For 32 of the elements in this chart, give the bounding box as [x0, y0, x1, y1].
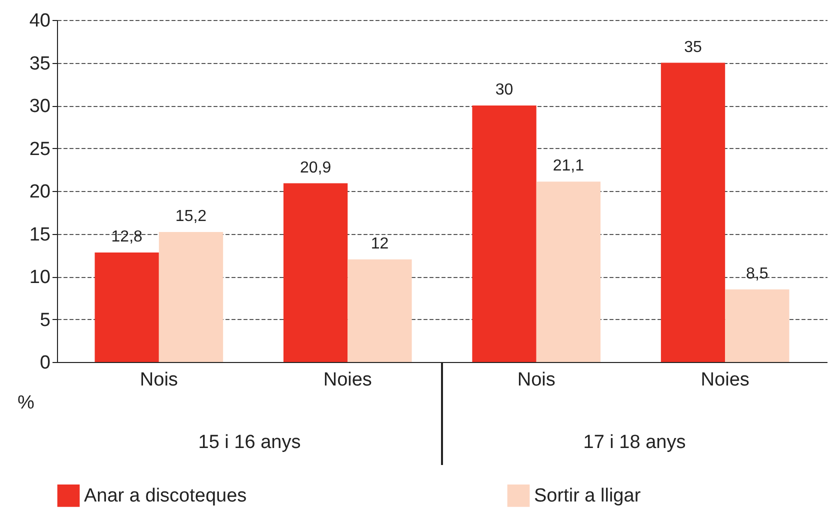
y-tick-label: 15: [29, 224, 50, 246]
bar: [660, 62, 726, 362]
data-label: 20,9: [300, 159, 332, 176]
data-label: 30: [495, 82, 514, 98]
bar: [94, 252, 159, 362]
data-label: 35: [684, 38, 702, 56]
x-tick-label: Nois: [140, 370, 178, 390]
y-tick-label: 25: [29, 138, 50, 160]
text: 15 i 16 anys: [198, 432, 301, 454]
y-tick-label: 35: [29, 53, 50, 74]
y-axis-title: %: [18, 392, 34, 414]
y-tick-label: 10: [29, 267, 50, 288]
y-tick-label: 5: [40, 310, 50, 331]
data-label: 21,1: [552, 158, 584, 175]
x-tick-label: Nois: [517, 370, 556, 390]
bar: [725, 289, 790, 362]
y-tick-label: 40: [29, 10, 50, 32]
y-tick-label: 0: [40, 352, 50, 374]
legend-label: Sortir a lligar: [534, 486, 642, 507]
y-tick-label: 20: [29, 182, 50, 202]
bar: [283, 183, 348, 362]
text: 17 i 18 anys: [583, 432, 686, 454]
x-tick-label: Noies: [323, 370, 372, 390]
bar: [348, 259, 412, 362]
bar: [536, 182, 601, 362]
bar: [158, 232, 224, 362]
data-label: 12: [370, 235, 389, 252]
legend-label: Anar a discoteques: [84, 486, 247, 507]
bar: [472, 106, 536, 362]
y-tick-label: 30: [29, 96, 50, 117]
data-label: 15,2: [175, 208, 207, 226]
x-tick-label: Noies: [700, 370, 750, 390]
